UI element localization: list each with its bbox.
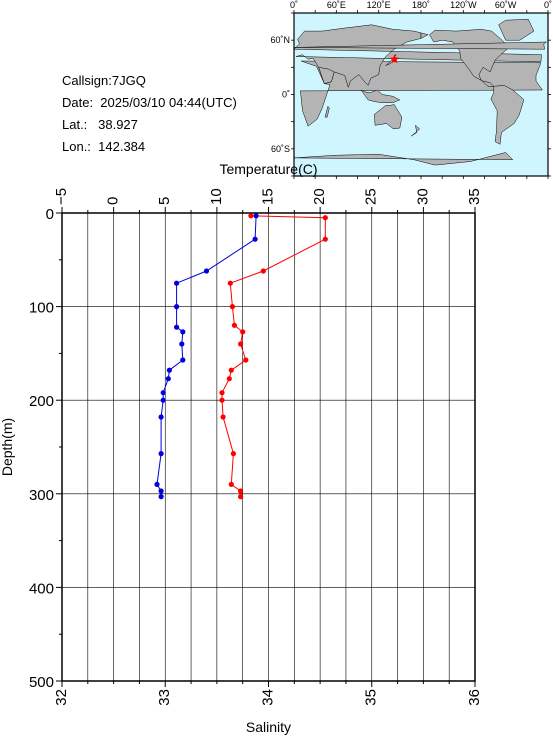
- salinity-point: [203, 268, 210, 274]
- salinity-point: [154, 481, 160, 487]
- map-lon-label: 0˚: [544, 0, 552, 10]
- temperature-point: [229, 304, 235, 310]
- salinity-point: [158, 488, 164, 494]
- map-lon-label: 180˚: [412, 0, 430, 10]
- temperature-point: [228, 481, 234, 487]
- map-lat-label: 60˚N: [270, 35, 290, 45]
- latitude-text: Lat.: 38.927: [62, 117, 138, 132]
- temperature-point: [260, 268, 266, 274]
- top-tick-label: 15: [259, 188, 276, 205]
- land-madagascar: [324, 105, 330, 118]
- bottom-axis-title: Salinity: [246, 719, 291, 735]
- land-uk: [294, 41, 548, 50]
- bottom-tick-label: 36: [466, 689, 483, 706]
- y-tick-label: 500: [29, 674, 54, 691]
- temperature-point: [240, 329, 246, 335]
- y-tick-label: 0: [46, 206, 54, 223]
- map-lon-label: 120˚E: [367, 0, 391, 10]
- map-labels: 0˚ 60˚E 120˚E 180˚ 120˚W 60˚W 0˚ 60˚N 0˚ 60˚S: [270, 0, 552, 154]
- y-tick-label: 200: [29, 393, 54, 410]
- temperature-point: [238, 341, 244, 347]
- salinity-point: [180, 329, 186, 335]
- temperature-point: [219, 397, 225, 403]
- temperature-point: [220, 414, 226, 420]
- salinity-point: [252, 236, 258, 242]
- y-tick-label: 300: [29, 487, 54, 504]
- land-chukotka: [420, 32, 429, 39]
- top-tick-label: 0: [105, 197, 122, 205]
- top-axis-title: Temperature(C): [219, 161, 317, 177]
- bottom-tick-label: 34: [259, 689, 276, 706]
- map-lat-label: 0˚: [282, 90, 290, 100]
- station-marker: [389, 54, 400, 64]
- salinity-point: [158, 451, 164, 457]
- temperature-point: [322, 236, 328, 242]
- longitude-text: Lon.: 142.384: [62, 139, 146, 154]
- map-ticks: [291, 10, 551, 179]
- temperature-point: [238, 488, 244, 494]
- salinity-point: [253, 213, 259, 219]
- map-lon-label: 60˚W: [495, 0, 517, 10]
- land-greenland: [498, 19, 535, 41]
- salinity-point: [179, 341, 185, 347]
- top-tick-label: −5: [53, 188, 70, 205]
- salinity-point: [166, 367, 172, 373]
- land-arabia: [318, 66, 335, 84]
- temperature-point: [322, 215, 328, 221]
- chart-series: [154, 213, 328, 500]
- land-australia: [374, 104, 403, 130]
- map-landmasses: [293, 19, 548, 176]
- salinity-point: [180, 357, 186, 363]
- bottom-tick-label: 32: [53, 689, 70, 706]
- top-tick-label: 5: [156, 197, 173, 205]
- land-indonesia: [360, 89, 401, 103]
- salinity-point: [174, 324, 180, 330]
- top-tick-label: 30: [414, 188, 431, 205]
- salinity-point: [174, 280, 180, 286]
- temperature-point: [227, 280, 233, 286]
- map-lon-label: 0˚: [290, 0, 298, 10]
- temperature-point: [238, 494, 244, 500]
- y-axis-title: Depth(m): [0, 418, 15, 476]
- world-map: 0˚ 60˚E 120˚E 180˚ 120˚W 60˚W 0˚ 60˚N 0˚ 60˚S: [270, 0, 552, 179]
- map-lon-label: 60˚E: [327, 0, 346, 10]
- y-tick-label: 100: [29, 300, 54, 317]
- temperature-point: [243, 357, 249, 363]
- top-tick-label: 10: [208, 188, 225, 205]
- top-tick-label: 20: [311, 188, 328, 205]
- chart-grid: [61, 213, 476, 681]
- top-tick-label: 35: [466, 188, 483, 205]
- salinity-point: [160, 397, 166, 403]
- map-lon-label: 120˚W: [450, 0, 477, 10]
- station-info: Callsign:7JGQ Date: 2025/03/10 04:44(UTC…: [62, 70, 237, 158]
- salinity-point: [174, 304, 180, 310]
- temperature-point: [231, 322, 237, 328]
- temperature-point: [248, 213, 254, 219]
- land-samerica: [490, 85, 524, 145]
- map-lat-label: 60˚S: [271, 144, 290, 154]
- bottom-tick-label: 33: [156, 689, 173, 706]
- temperature-line: [221, 215, 326, 497]
- callsign-text: Callsign:7JGQ: [62, 73, 146, 88]
- temperature-point: [230, 451, 236, 457]
- salinity-point: [160, 390, 166, 396]
- land-japan: [385, 54, 397, 66]
- date-text: Date: 2025/03/10 04:44(UTC): [62, 95, 237, 110]
- temperature-point: [228, 367, 234, 373]
- salinity-point: [165, 376, 171, 382]
- y-tick-label: 400: [29, 580, 54, 597]
- station-star: [389, 54, 400, 64]
- top-tick-label: 25: [363, 188, 380, 205]
- bottom-tick-label: 35: [363, 689, 380, 706]
- salinity-line: [156, 215, 257, 497]
- land-nz: [410, 124, 420, 137]
- temperature-point: [219, 390, 225, 396]
- salinity-point: [158, 494, 164, 500]
- salinity-point: [158, 414, 164, 420]
- temperature-point: [226, 376, 232, 382]
